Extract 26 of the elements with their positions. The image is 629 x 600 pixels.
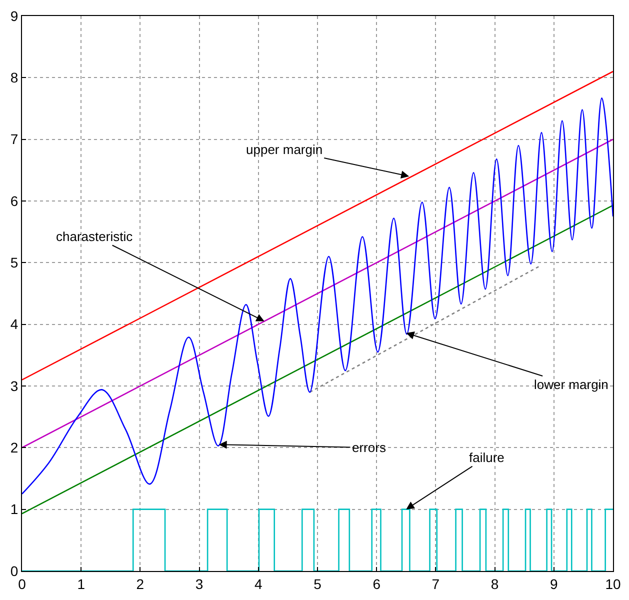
y-tick-label: 5	[10, 254, 18, 271]
x-tick-label: 4	[254, 576, 262, 592]
y-tick-label: 3	[10, 378, 18, 394]
y-tick-label: 0	[10, 562, 18, 579]
line-series	[22, 97, 613, 495]
x-tick-label: 9	[550, 576, 558, 592]
x-tick-label: 6	[372, 576, 381, 592]
y-tick-label: 2	[10, 440, 18, 456]
annotation: failure	[469, 450, 504, 465]
annotation: lower margin	[534, 377, 608, 392]
annotation: charasteristic	[56, 229, 134, 244]
y-tick-label: 1	[10, 501, 18, 518]
x-tick-label: 3	[195, 576, 204, 592]
annotation: errors	[352, 440, 386, 455]
x-tick-label: 5	[314, 576, 322, 592]
y-tick-label: 8	[10, 70, 18, 86]
y-tick-label: 9	[10, 8, 18, 24]
annotation: upper margin	[246, 142, 323, 157]
x-tick-label: 7	[432, 576, 440, 592]
x-tick-label: 1	[77, 576, 86, 592]
y-tick-label: 4	[10, 316, 18, 332]
x-tick-label: 2	[136, 576, 144, 592]
x-tick-label: 10	[605, 576, 621, 592]
x-tick-label: 8	[490, 576, 499, 592]
y-tick-label: 6	[10, 192, 18, 209]
y-tick-label: 7	[10, 131, 18, 148]
